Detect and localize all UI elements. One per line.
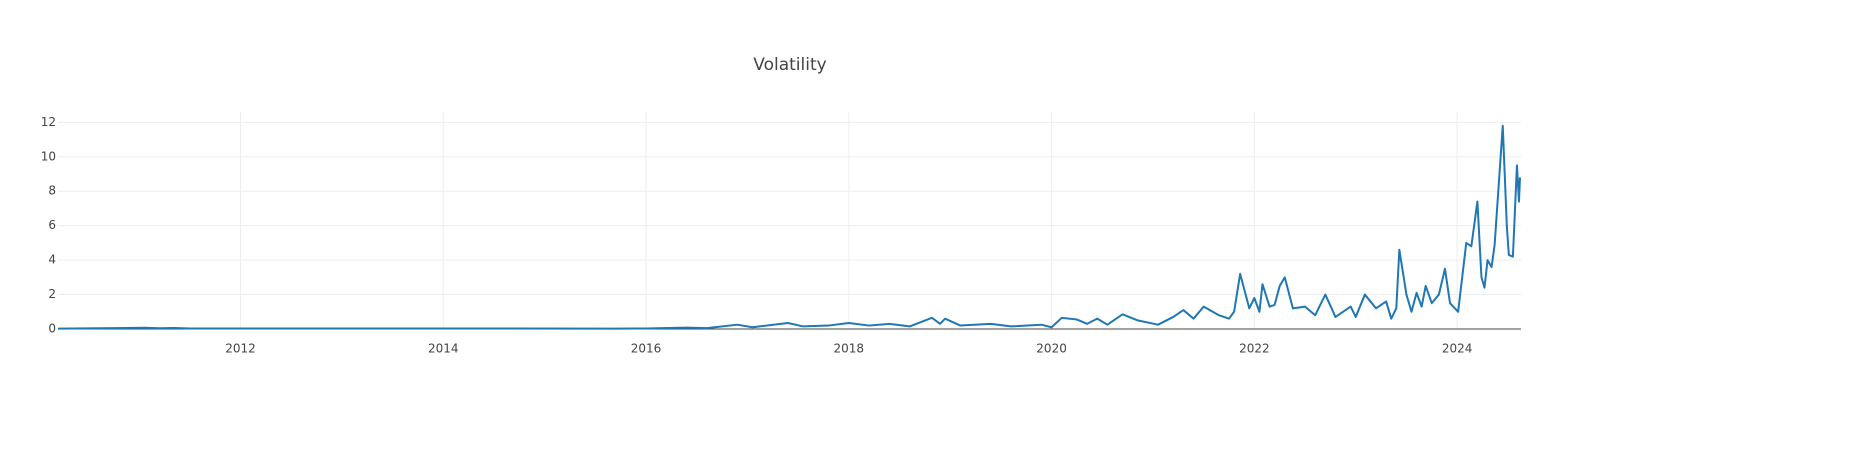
x-tick-label: 2012 bbox=[225, 342, 256, 356]
x-tick-label: 2020 bbox=[1036, 342, 1067, 356]
y-tick-label: 10 bbox=[41, 149, 56, 163]
chart-title: Volatility bbox=[753, 55, 826, 75]
y-tick-label: 0 bbox=[48, 322, 56, 336]
x-tick-label: 2018 bbox=[834, 342, 865, 356]
x-tick-label: 2024 bbox=[1442, 342, 1473, 356]
x-tick-label: 2014 bbox=[428, 342, 459, 356]
y-tick-label: 2 bbox=[48, 287, 56, 301]
line bbox=[57, 124, 1521, 330]
y-tick-label: 6 bbox=[48, 218, 56, 232]
x-tick-label: 2022 bbox=[1239, 342, 1270, 356]
y-tick-label: 12 bbox=[41, 115, 56, 129]
x-tick-label: 2016 bbox=[631, 342, 662, 356]
y-tick-label: 4 bbox=[48, 253, 56, 267]
y-tick-label: 8 bbox=[48, 184, 56, 198]
